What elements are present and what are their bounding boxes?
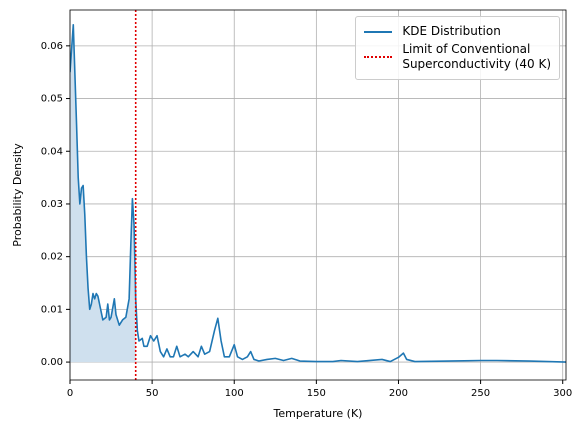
legend-swatch — [364, 56, 393, 58]
legend: KDE Distribution Limit of Conventional Su… — [355, 16, 560, 80]
legend-label: Limit of Conventional Superconductivity … — [402, 42, 551, 71]
y-tick-label: 0.04 — [41, 146, 63, 157]
legend-label: KDE Distribution — [402, 24, 501, 38]
legend-entry: Limit of Conventional Superconductivity … — [364, 42, 551, 72]
y-tick-label: 0.01 — [41, 304, 63, 315]
x-axis-label: Temperature (K) — [273, 407, 363, 420]
y-tick-label: 0.00 — [41, 357, 63, 368]
legend-swatch — [364, 30, 393, 33]
x-tick-label: 200 — [389, 388, 408, 399]
x-tick-label: 250 — [471, 388, 490, 399]
x-tick-label: 50 — [146, 388, 159, 399]
y-tick-label: 0.05 — [41, 94, 63, 105]
y-tick-label: 0.06 — [41, 41, 63, 52]
kde-line — [70, 23, 566, 363]
axes-frame — [69, 9, 567, 381]
x-tick-label: 150 — [307, 388, 326, 399]
x-tick-label: 0 — [67, 388, 73, 399]
kde-fill — [70, 24, 136, 363]
legend-entry: KDE Distribution — [364, 24, 551, 39]
y-tick-label: 0.03 — [41, 199, 63, 210]
x-tick-label: 300 — [553, 388, 572, 399]
x-tick-label: 100 — [225, 388, 244, 399]
y-tick-label: 0.02 — [41, 252, 63, 263]
y-axis-label: Probability Density — [11, 143, 24, 247]
